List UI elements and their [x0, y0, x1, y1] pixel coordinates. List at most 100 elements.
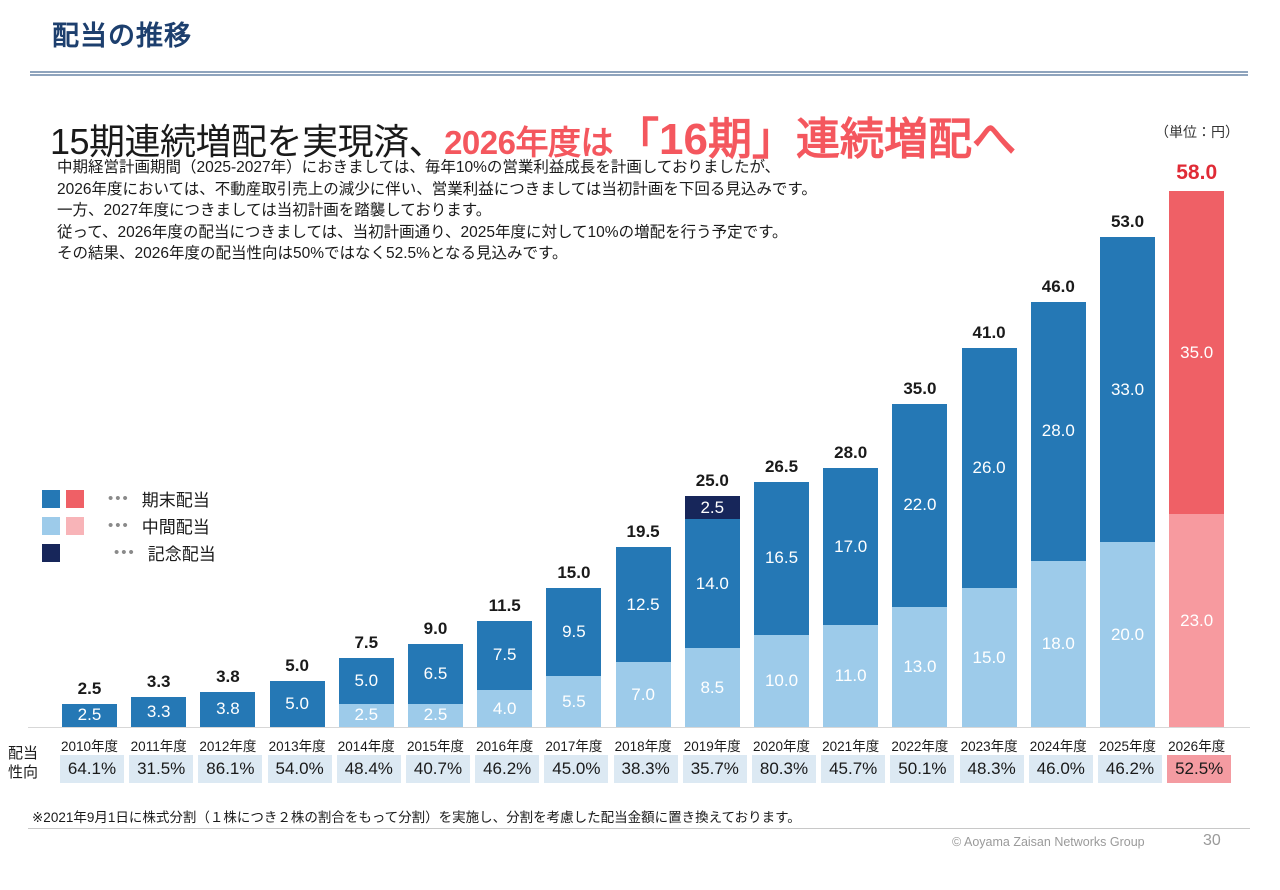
body-line: 中期経営計画期間（2025-2027年）におきましては、毎年10%の営業利益成長… [57, 159, 781, 176]
bar-total-label-2018年度: 19.5 [626, 521, 660, 541]
bar-total-label-2014年度: 7.5 [354, 632, 379, 652]
bar-2019年度[interactable]: 8.5 14.0 2.5 25.0 [684, 0, 740, 727]
payout-ratio-title: 配当 性向 [8, 744, 38, 782]
page-number: 30 [1203, 832, 1221, 849]
bar-2013年度[interactable]: 5.0 5.0 [269, 0, 325, 727]
bar-2026年度[interactable]: 23.0 35.0 58.0 [1169, 0, 1225, 727]
bar-segment-interim: 15.0 [961, 588, 1017, 727]
x-axis-label-2017年度: 2017年度 [545, 739, 603, 754]
bar-segment-interim: 13.0 [892, 606, 948, 727]
bar-total-label-2022年度: 35.0 [903, 378, 937, 398]
bar-total-label-2011年度: 3.3 [146, 671, 171, 691]
payout-ratio-title-line1: 配当 [8, 745, 39, 762]
bar-total-label-2012年度: 3.8 [216, 666, 240, 686]
x-axis-label-2023年度: 2023年度 [960, 739, 1018, 754]
bar-total-label-2020年度: 26.5 [764, 457, 799, 477]
bar-segment-final: 26.0 [961, 348, 1017, 589]
bar-total-label-2023年度: 41.0 [972, 323, 1006, 343]
bar-segment-interim: 5.5 [546, 676, 602, 727]
payout-ratio-2017年度: 45.0% [544, 755, 609, 783]
bar-2023年度[interactable]: 15.0 26.0 41.0 [961, 0, 1017, 727]
bar-2020年度[interactable]: 10.0 16.5 26.5 [754, 0, 809, 727]
bar-2025年度[interactable]: 20.0 33.0 53.0 [1100, 0, 1155, 727]
payout-ratio-2022年度: 50.1% [890, 755, 955, 783]
chart-legend: ••• 期末配当 ••• 中間配当 ••• 記念配当 [42, 485, 216, 566]
bar-segment-interim: 2.5 [408, 703, 463, 727]
legend-dots: ••• [108, 490, 130, 507]
bar-2024年度[interactable]: 18.0 28.0 46.0 [1030, 0, 1086, 727]
bar-2015年度[interactable]: 2.5 6.5 9.0 [408, 0, 463, 727]
bar-segment-final: 14.0 [684, 519, 740, 649]
bar-2022年度[interactable]: 13.0 22.0 35.0 [892, 0, 948, 727]
bar-segment-commemorative: 2.5 [684, 496, 740, 520]
bar-segment-final: 17.0 [823, 468, 879, 626]
payout-ratio-2018年度: 38.3% [613, 755, 678, 783]
bar-2016年度[interactable]: 4.0 7.5 11.5 [477, 0, 533, 727]
bar-segment-final: 33.0 [1100, 237, 1155, 543]
copyright: © Aoyama Zaisan Networks Group [952, 835, 1145, 849]
bar-2014年度[interactable]: 2.5 5.0 7.5 [338, 0, 394, 727]
bar-segment-final: 9.5 [546, 588, 602, 677]
bar-segment-final: 35.0 [1169, 191, 1225, 515]
legend-label: 記念配当 [147, 545, 216, 564]
payout-ratio-2011年度: 31.5% [129, 755, 194, 783]
headline-emphasis: 「16期」連続増配へ [615, 115, 1016, 164]
legend-dots: ••• [108, 517, 130, 534]
payout-ratio-2023年度: 48.3% [959, 755, 1024, 783]
bar-2011年度[interactable]: 3.3 3.3 [131, 0, 187, 727]
bar-2021年度[interactable]: 11.0 17.0 28.0 [823, 0, 879, 727]
legend-label: 中間配当 [141, 518, 210, 537]
payout-ratio-2014年度: 48.4% [336, 755, 401, 783]
x-axis-label-2011年度: 2011年度 [130, 739, 187, 754]
bar-2012年度[interactable]: 3.8 3.8 [200, 0, 256, 727]
body-line: その結果、2026年度の配当性向は50%ではなく52.5%となる見込みです。 [57, 245, 568, 262]
legend-item-commemorative-dividend: ••• 記念配当 [42, 539, 216, 566]
body-text: 中期経営計画期間（2025-2027年）におきましては、毎年10%の営業利益成長… [57, 157, 817, 265]
bar-total-label-2026年度: 58.0 [1176, 161, 1218, 185]
bar-segment-final: 5.0 [338, 657, 394, 704]
bar-total-label-2010年度: 2.5 [77, 678, 102, 698]
legend-swatch-pink-icon [66, 516, 84, 535]
bar-segment-interim: 4.0 [477, 690, 533, 727]
payout-ratio-2016年度: 46.2% [475, 755, 540, 783]
payout-ratio-2012年度: 86.1% [198, 755, 263, 783]
payout-ratio-2020年度: 80.3% [752, 755, 816, 783]
header-divider [30, 71, 1248, 76]
headline-part1b: 実現済、 [302, 121, 445, 162]
bar-total-label-2021年度: 28.0 [834, 443, 868, 463]
x-axis-label-2013年度: 2013年度 [268, 739, 326, 754]
bar-segment-interim: 7.0 [615, 662, 671, 727]
x-axis-label-2014年度: 2014年度 [337, 739, 395, 754]
bar-segment-interim: 10.0 [754, 634, 809, 727]
bar-segment-final: 5.0 [269, 680, 325, 727]
bar-segment-interim: 23.0 [1169, 514, 1225, 727]
bar-segment-final: 28.0 [1030, 301, 1086, 561]
payout-ratio-2013年度: 54.0% [267, 755, 332, 783]
legend-swatch-lightblue-icon [42, 516, 60, 535]
bar-total-label-2025年度: 53.0 [1110, 212, 1145, 232]
legend-swatch-red-icon [66, 489, 84, 508]
bar-segment-final: 2.5 [62, 703, 117, 727]
legend-label: 期末配当 [141, 491, 210, 510]
body-line: 従って、2026年度の配当につきましては、当初計画通り、2025年度に対して10… [57, 223, 788, 241]
x-axis-label-2020年度: 2020年度 [752, 739, 811, 754]
payout-ratio-2026年度: 52.5% [1167, 755, 1232, 783]
footnote: ※2021年9月1日に株式分割（１株につき２株の割合をもって分割）を実施し、分割… [32, 810, 801, 825]
payout-ratio-2025年度: 46.2% [1098, 755, 1162, 783]
bar-segment-interim: 18.0 [1030, 560, 1086, 727]
bar-total-label-2024年度: 46.0 [1041, 276, 1075, 296]
bar-segment-interim: 20.0 [1100, 542, 1155, 727]
bar-2010年度[interactable]: 2.5 2.5 [62, 0, 117, 727]
legend-swatch-blue-icon [42, 489, 60, 508]
page-title: 配当の推移 [52, 21, 192, 51]
headline-part1: 15期連続増配 [50, 121, 267, 162]
bar-2017年度[interactable]: 5.5 9.5 15.0 [546, 0, 602, 727]
bar-total-label-2013年度: 5.0 [285, 655, 309, 675]
x-axis-label-2012年度: 2012年度 [199, 739, 257, 754]
bar-2018年度[interactable]: 7.0 12.5 19.5 [615, 0, 671, 727]
bar-total-label-2016年度: 11.5 [488, 595, 521, 615]
chart-baseline [28, 727, 1250, 728]
footer-divider [28, 828, 1250, 829]
